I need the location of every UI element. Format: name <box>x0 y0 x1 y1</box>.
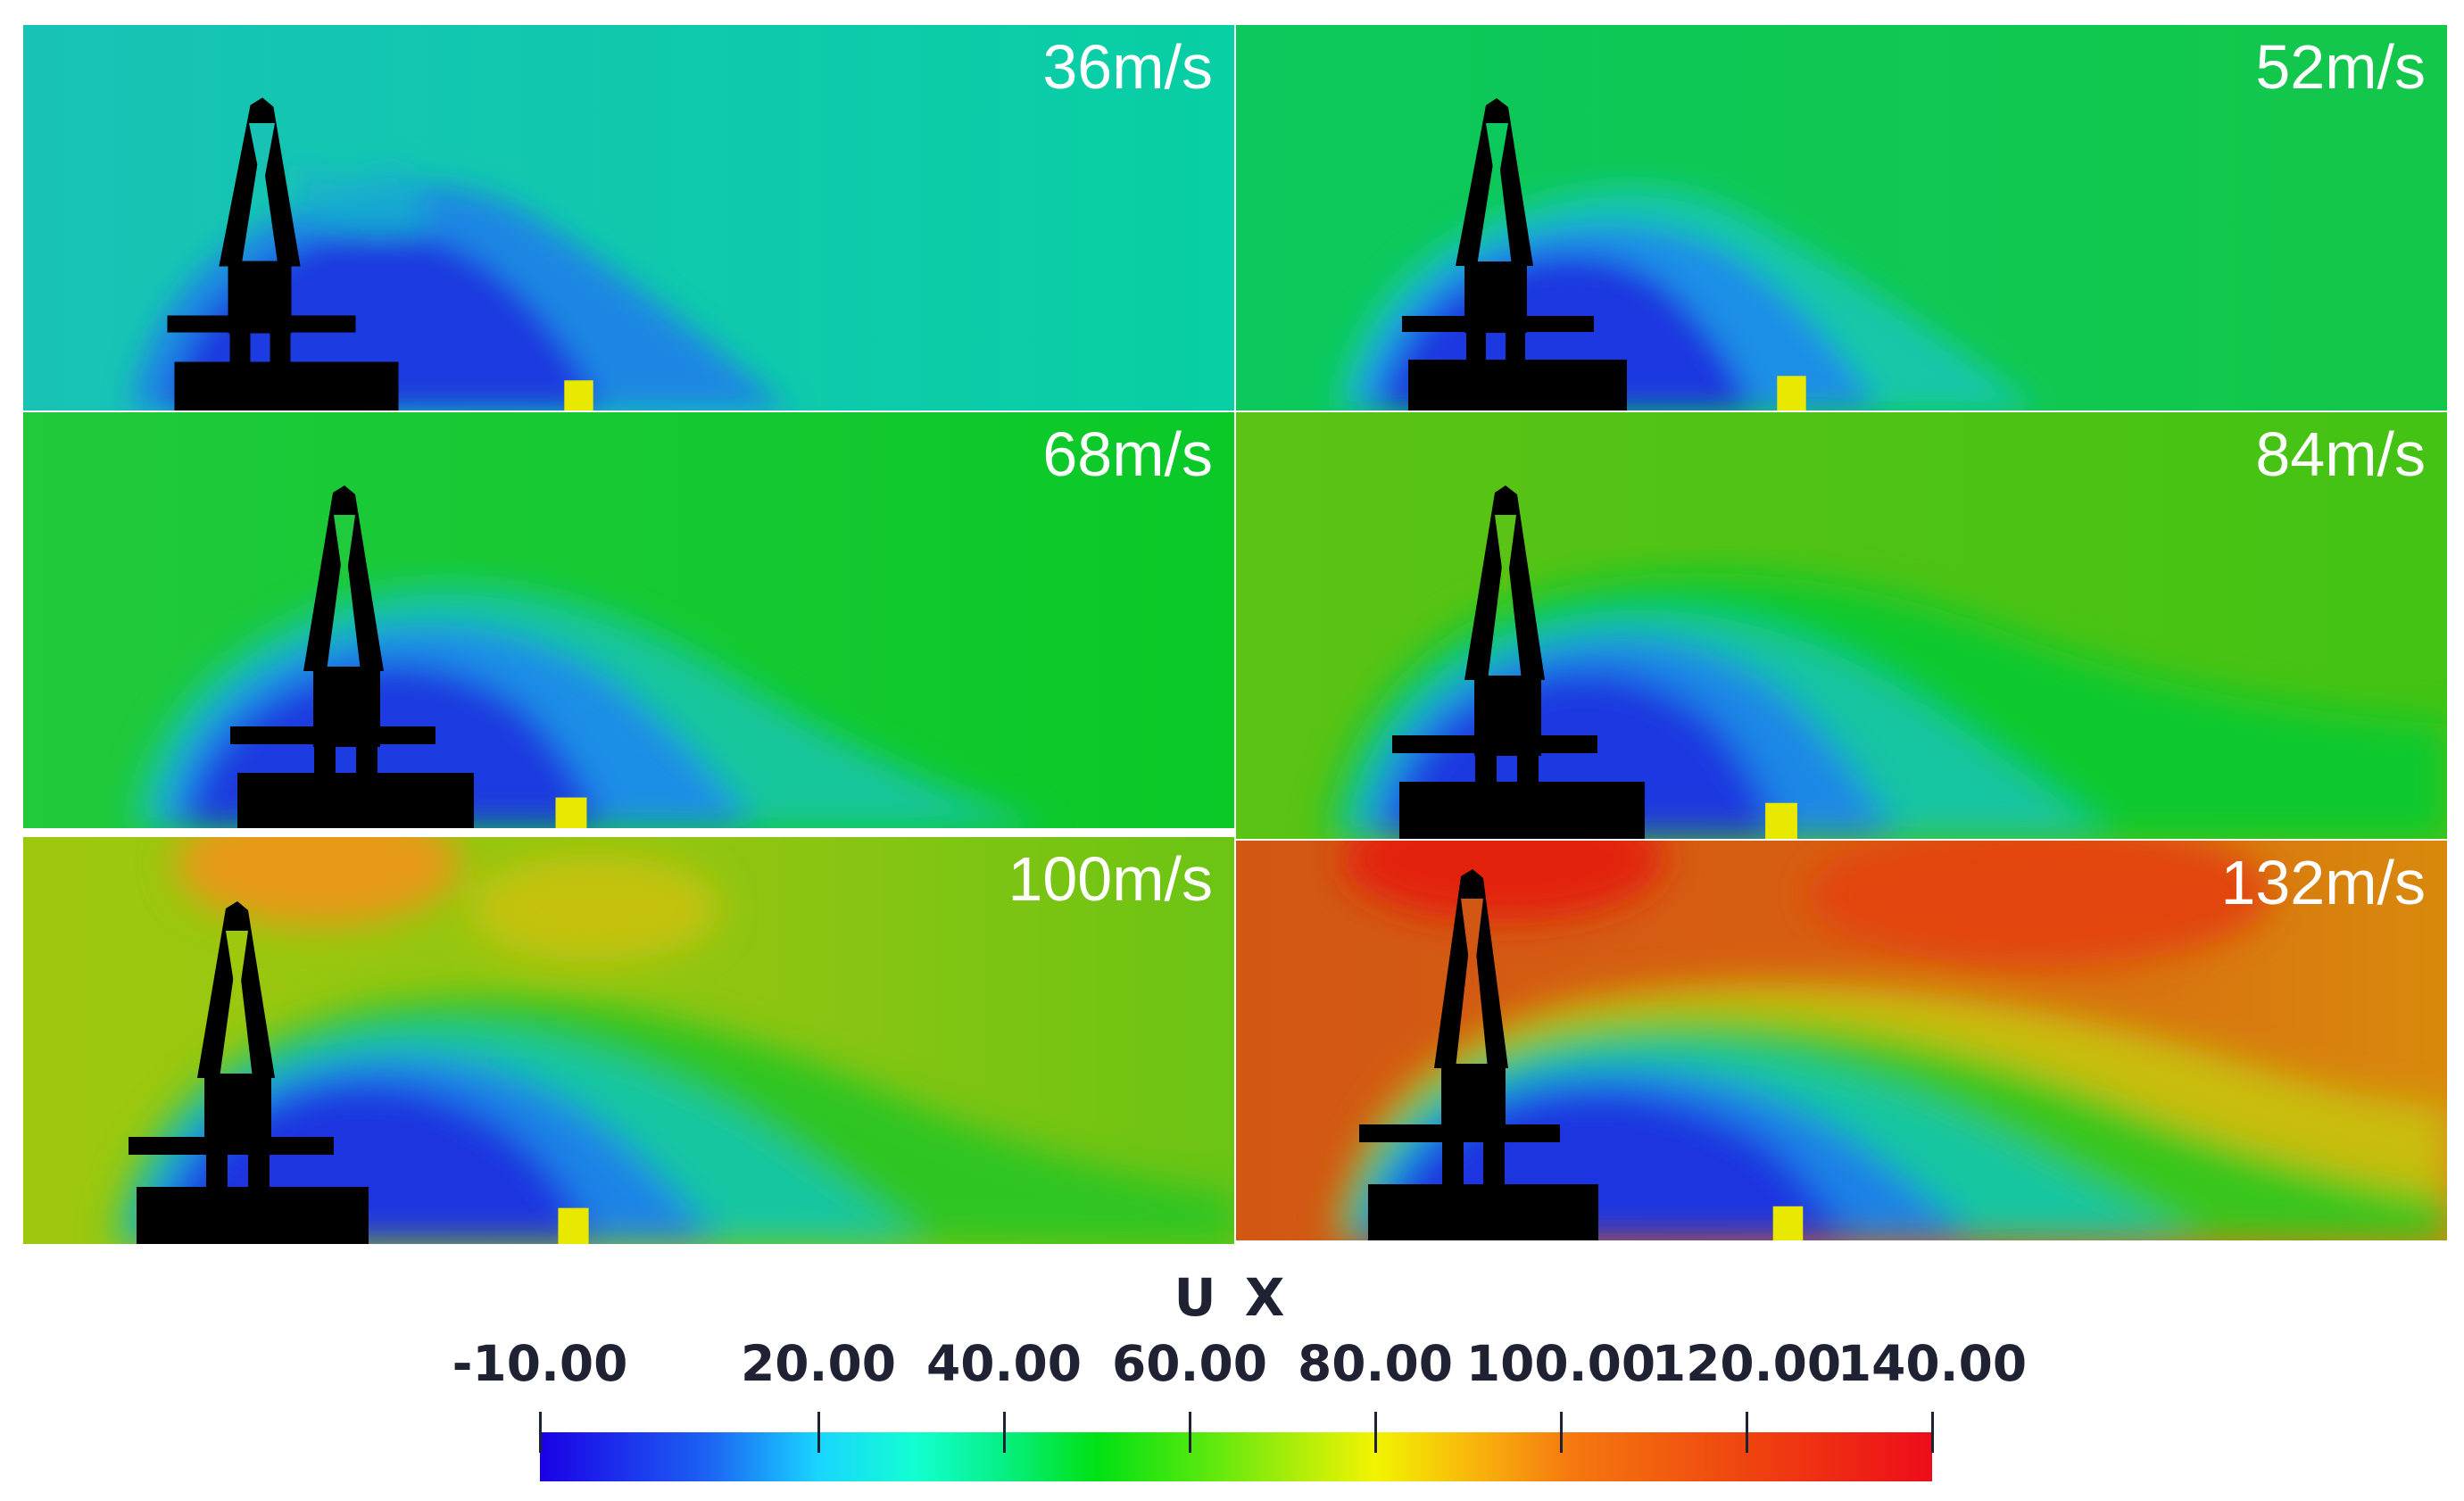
flow-panel-52: 52m/s <box>1236 25 2447 410</box>
colorbar-tick-mark <box>1188 1412 1191 1453</box>
colorbar-tick-mark <box>1559 1412 1563 1453</box>
speed-label: 52m/s <box>2255 32 2426 102</box>
colorbar-tick-mark <box>1745 1412 1748 1453</box>
colorbar-tick-mark <box>1930 1412 1934 1453</box>
flow-panel-132: 132m/s <box>1236 841 2447 1240</box>
axes-triad-icon <box>1765 802 1797 839</box>
axes-triad-icon <box>1772 1206 1804 1240</box>
velocity-contour <box>1236 841 2447 1240</box>
colorbar <box>540 1432 1932 1481</box>
speed-label: 132m/s <box>2220 848 2426 917</box>
axes-triad-icon <box>555 797 587 828</box>
colorbar-tick-label: 120.00 <box>1651 1335 1842 1392</box>
colorbar-tick-mark <box>538 1412 542 1453</box>
flow-panel-84: 84m/s <box>1236 412 2447 839</box>
colorbar-tick-mark <box>1002 1412 1006 1453</box>
colorbar-tick-label: 20.00 <box>741 1335 896 1392</box>
axes-triad-icon <box>558 1207 589 1244</box>
flow-panel-36: 36m/s <box>23 25 1234 410</box>
velocity-contour <box>23 837 1234 1244</box>
colorbar-tick-mark <box>817 1412 820 1453</box>
colorbar-tick-label: 40.00 <box>926 1335 1082 1392</box>
colorbar-tick-mark <box>1373 1412 1377 1453</box>
colorbar-tick-label: -10.00 <box>452 1335 628 1392</box>
velocity-contour <box>1236 412 2447 839</box>
speed-label: 36m/s <box>1042 32 1213 102</box>
velocity-contour <box>1236 25 2447 410</box>
colorbar-tick-label: 140.00 <box>1837 1335 2028 1392</box>
speed-label: 100m/s <box>1008 844 1213 914</box>
colorbar-tick-label: 80.00 <box>1298 1335 1453 1392</box>
flow-panel-100: 100m/s <box>23 837 1234 1244</box>
velocity-contour <box>23 25 1234 410</box>
colorbar-tick-label: 100.00 <box>1465 1335 1656 1392</box>
velocity-contour <box>23 412 1234 828</box>
axes-triad-icon <box>564 380 593 410</box>
flow-panel-68: 68m/s <box>23 412 1234 828</box>
axes-triad-icon <box>1777 376 1806 410</box>
colorbar-tick-label: 60.00 <box>1112 1335 1267 1392</box>
speed-label: 84m/s <box>2255 419 2426 489</box>
speed-label: 68m/s <box>1042 419 1213 489</box>
colorbar-title: U X <box>1174 1267 1290 1328</box>
